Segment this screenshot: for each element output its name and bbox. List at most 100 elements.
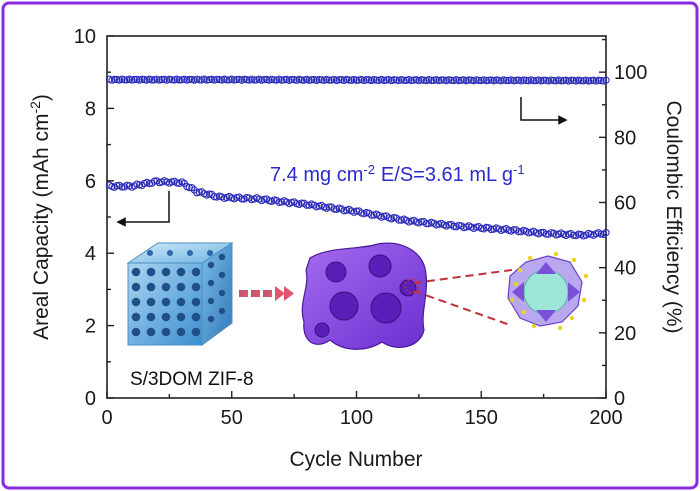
efficiency-point [602, 76, 610, 84]
sulfur-dot [509, 297, 515, 303]
loading-text: 7.4 mg cm [270, 164, 363, 186]
capacity-point [602, 228, 610, 237]
cube-pore [146, 312, 156, 322]
y-right-tick-label: 60 [614, 193, 636, 215]
efficiency-point [559, 76, 568, 85]
sulfur-dot [569, 315, 575, 321]
cube-pore [167, 250, 173, 256]
efficiency-point [185, 75, 193, 84]
efficiency-point [584, 77, 593, 85]
efficiency-point [420, 76, 428, 84]
cube-pore [218, 289, 226, 297]
y-right-tick-label: 40 [614, 258, 636, 280]
efficiency-point [417, 76, 426, 84]
zoom-lines [413, 269, 513, 326]
cage-sulfur-dots [509, 251, 589, 331]
efficiency-point [502, 76, 510, 85]
x-tick-label: 200 [589, 407, 622, 429]
capacity-point [395, 216, 403, 224]
capacity-point [195, 188, 203, 196]
sulfur-dot [521, 309, 527, 315]
x-tick-label: 0 [101, 407, 112, 429]
efficiency-point [352, 76, 361, 84]
efficiency-point [455, 76, 463, 85]
efficiency-point [140, 75, 149, 84]
cube-pore [161, 312, 171, 322]
efficiency-point [400, 76, 408, 84]
efficiency-point [280, 76, 288, 84]
capacity-point [302, 201, 311, 209]
efficiency-point [492, 76, 500, 84]
efficiency-point [520, 76, 528, 84]
y-right-tick-label: 100 [614, 62, 647, 84]
capacity-point [487, 225, 495, 234]
efficiency-point [205, 75, 213, 84]
efficiency-point [270, 76, 278, 84]
efficiency-point [250, 76, 258, 84]
efficiency-point [380, 76, 388, 85]
capacity-point [275, 198, 283, 206]
cube-pore [176, 282, 186, 292]
y-left-tick-label: 6 [85, 171, 96, 193]
x-tick-label: 50 [221, 407, 243, 429]
x-tick-label: 150 [465, 407, 498, 429]
sulfur-dot [583, 273, 589, 279]
cube-pore [131, 282, 141, 292]
y-left-tick-label: 8 [85, 98, 96, 120]
efficiency-point [567, 76, 575, 84]
y-left-axis-title-close: ) [30, 94, 53, 101]
capacity-point [515, 228, 523, 236]
capacity-point [238, 195, 246, 203]
efficiency-point [557, 77, 565, 85]
capacity-point [210, 193, 218, 201]
efficiency-point [325, 76, 333, 84]
capacity-point [574, 230, 583, 238]
efficiency-point [482, 77, 490, 85]
cube-pore [191, 282, 201, 292]
efficiency-point [233, 75, 241, 84]
efficiency-point [110, 75, 119, 84]
es-sup: -1 [513, 162, 525, 177]
y-left-tick-label: 0 [85, 388, 96, 410]
capacity-point [450, 222, 458, 231]
capacity-axis-indicator [116, 191, 170, 227]
efficiency-point [427, 76, 435, 85]
cube-pore [218, 253, 226, 261]
efficiency-point [362, 76, 371, 84]
efficiency-point [437, 76, 445, 84]
cube-pore [176, 312, 186, 322]
coulombic-efficiency-series [105, 75, 610, 85]
capacity-point [569, 231, 578, 239]
cube-pore [161, 297, 171, 307]
y-left-axis-title-base: Areal Capacity (mAh cm [30, 114, 53, 340]
efficiency-point [138, 75, 146, 83]
efficiency-point [240, 75, 248, 83]
efficiency-point [447, 76, 455, 84]
axis-ticks [106, 35, 607, 399]
capacity-point [445, 221, 453, 229]
sulfur-dot [531, 323, 537, 329]
cube-pore [207, 315, 215, 323]
sulfur-dot [513, 281, 519, 287]
cube-pore [207, 297, 215, 305]
capacity-point [367, 211, 376, 219]
efficiency-point [287, 75, 296, 84]
efficiency-point [120, 76, 129, 84]
efficiency-point [342, 75, 351, 84]
cube-pore [218, 271, 226, 279]
efficiency-point [372, 76, 381, 84]
cube-pore [176, 267, 186, 277]
capacity-point [597, 230, 605, 238]
x-tick-labels: 0 50 100 150 200 [101, 407, 622, 429]
x-tick-label: 100 [340, 407, 373, 429]
efficiency-point [243, 76, 251, 84]
efficiency-point [587, 76, 595, 85]
cube-pore [131, 267, 141, 277]
es-text: E/S=3.61 mL g [381, 164, 513, 186]
efficiency-point [485, 76, 493, 84]
cube-pore [218, 307, 226, 315]
cube-pores [131, 250, 226, 337]
efficiency-point [577, 77, 585, 85]
capacity-point [233, 193, 241, 202]
